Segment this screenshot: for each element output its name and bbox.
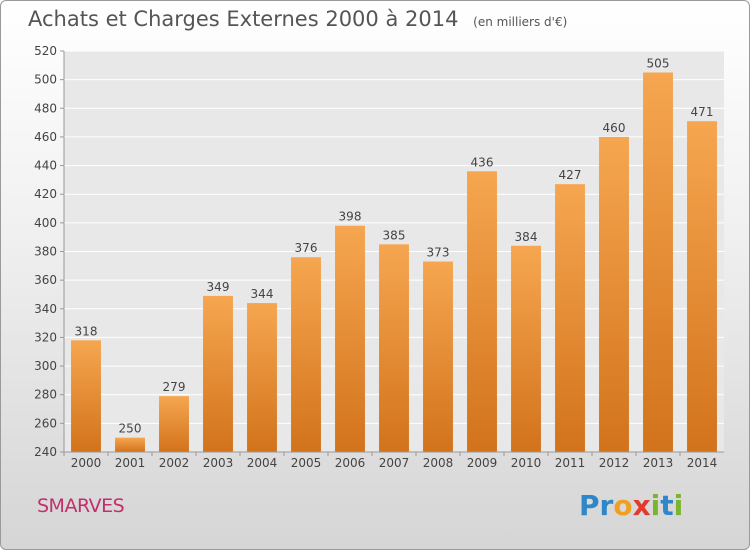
data-label-2013: 505: [647, 56, 670, 70]
bar-2000: [71, 340, 101, 452]
chart-title-text: Achats et Charges Externes 2000 à 2014: [28, 7, 459, 31]
x-tick-label: 2005: [291, 456, 322, 470]
y-tick-label: 480: [34, 101, 57, 115]
y-tick-label: 420: [34, 187, 57, 201]
data-label-2005: 376: [295, 241, 318, 255]
y-tick-label: 320: [34, 330, 57, 344]
y-axis: 240 260 280 300 320 340 360 380 400 420 440 460 480 5…: [34, 44, 65, 459]
logo-letter: o: [613, 489, 633, 522]
x-tick-label: 2000: [71, 456, 102, 470]
x-tick-label: 2011: [555, 456, 586, 470]
y-tick-label: 400: [34, 216, 57, 230]
bar-2003: [203, 295, 233, 452]
x-tick-label: 2009: [467, 456, 498, 470]
data-label-2002: 279: [163, 380, 186, 394]
bar-2005: [291, 257, 321, 452]
y-tick-label: 440: [34, 159, 57, 173]
bar-2012: [599, 136, 629, 452]
y-tick-label: 520: [34, 44, 57, 58]
y-tick-label: 300: [34, 359, 57, 373]
y-tick-label: 360: [34, 273, 57, 287]
bar-2002: [159, 396, 189, 452]
data-label-2009: 436: [471, 155, 494, 169]
x-axis: 2000 2001 2002 2003 2004 2005 2006 2007 2008 2009…: [63, 451, 724, 470]
chart-title: Achats et Charges Externes 2000 à 2014 (…: [28, 7, 567, 31]
data-label-2014: 471: [691, 105, 714, 119]
x-tick-label: 2008: [423, 456, 454, 470]
x-tick-label: 2007: [379, 456, 410, 470]
bar-2001: [115, 437, 145, 452]
chart-unit: (en milliers d'€): [473, 15, 568, 29]
proxiti-logo: Proxiti: [579, 489, 683, 522]
data-label-2003: 349: [207, 280, 230, 294]
x-tick-label: 2004: [247, 456, 278, 470]
logo-letter: r: [599, 489, 614, 522]
bar-2014: [687, 121, 717, 453]
x-tick-label: 2003: [203, 456, 234, 470]
x-tick-label: 2012: [599, 456, 630, 470]
logo-letter: i: [673, 489, 684, 522]
y-tick-label: 460: [34, 130, 57, 144]
x-tick-label: 2006: [335, 456, 366, 470]
data-labels: 318 250 279 349 344 376 398 385 373 436 384 427 460 5…: [75, 56, 714, 435]
logo-letter: i: [650, 489, 661, 522]
data-label-2007: 385: [383, 228, 406, 242]
bar-2013: [643, 72, 673, 452]
y-tick-label: 500: [34, 73, 57, 87]
bar-2011: [555, 184, 585, 453]
y-tick-label: 260: [34, 416, 57, 430]
data-label-2012: 460: [603, 121, 626, 135]
data-label-2008: 373: [427, 246, 450, 260]
data-label-2011: 427: [559, 168, 582, 182]
bar-2004: [247, 303, 277, 452]
logo-letter: x: [632, 489, 651, 522]
data-label-2001: 250: [119, 422, 142, 436]
x-tick-label: 2010: [511, 456, 542, 470]
bars: [71, 72, 717, 453]
y-tick-label: 340: [34, 302, 57, 316]
bar-2009: [467, 171, 497, 453]
bar-2010: [511, 245, 541, 452]
data-label-2010: 384: [515, 230, 538, 244]
town-name: SMARVES: [37, 495, 125, 517]
x-tick-label: 2013: [643, 456, 674, 470]
y-tick-label: 380: [34, 245, 57, 259]
bar-2007: [379, 244, 409, 452]
data-label-2000: 318: [75, 324, 98, 338]
data-label-2004: 344: [251, 287, 274, 301]
x-tick-label: 2014: [687, 456, 718, 470]
bar-2006: [335, 225, 365, 452]
y-tick-label: 240: [34, 445, 57, 459]
x-tick-label: 2001: [115, 456, 146, 470]
bar-2008: [423, 261, 453, 452]
x-tick-label: 2002: [159, 456, 190, 470]
data-label-2006: 398: [339, 210, 362, 224]
y-tick-label: 280: [34, 388, 57, 402]
logo-letter: t: [660, 489, 674, 522]
logo-letter: P: [579, 489, 600, 522]
